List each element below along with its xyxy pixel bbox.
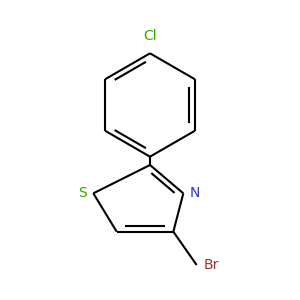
Text: Cl: Cl	[143, 29, 157, 43]
Text: Br: Br	[203, 258, 219, 272]
Text: N: N	[190, 186, 200, 200]
Text: S: S	[78, 186, 87, 200]
